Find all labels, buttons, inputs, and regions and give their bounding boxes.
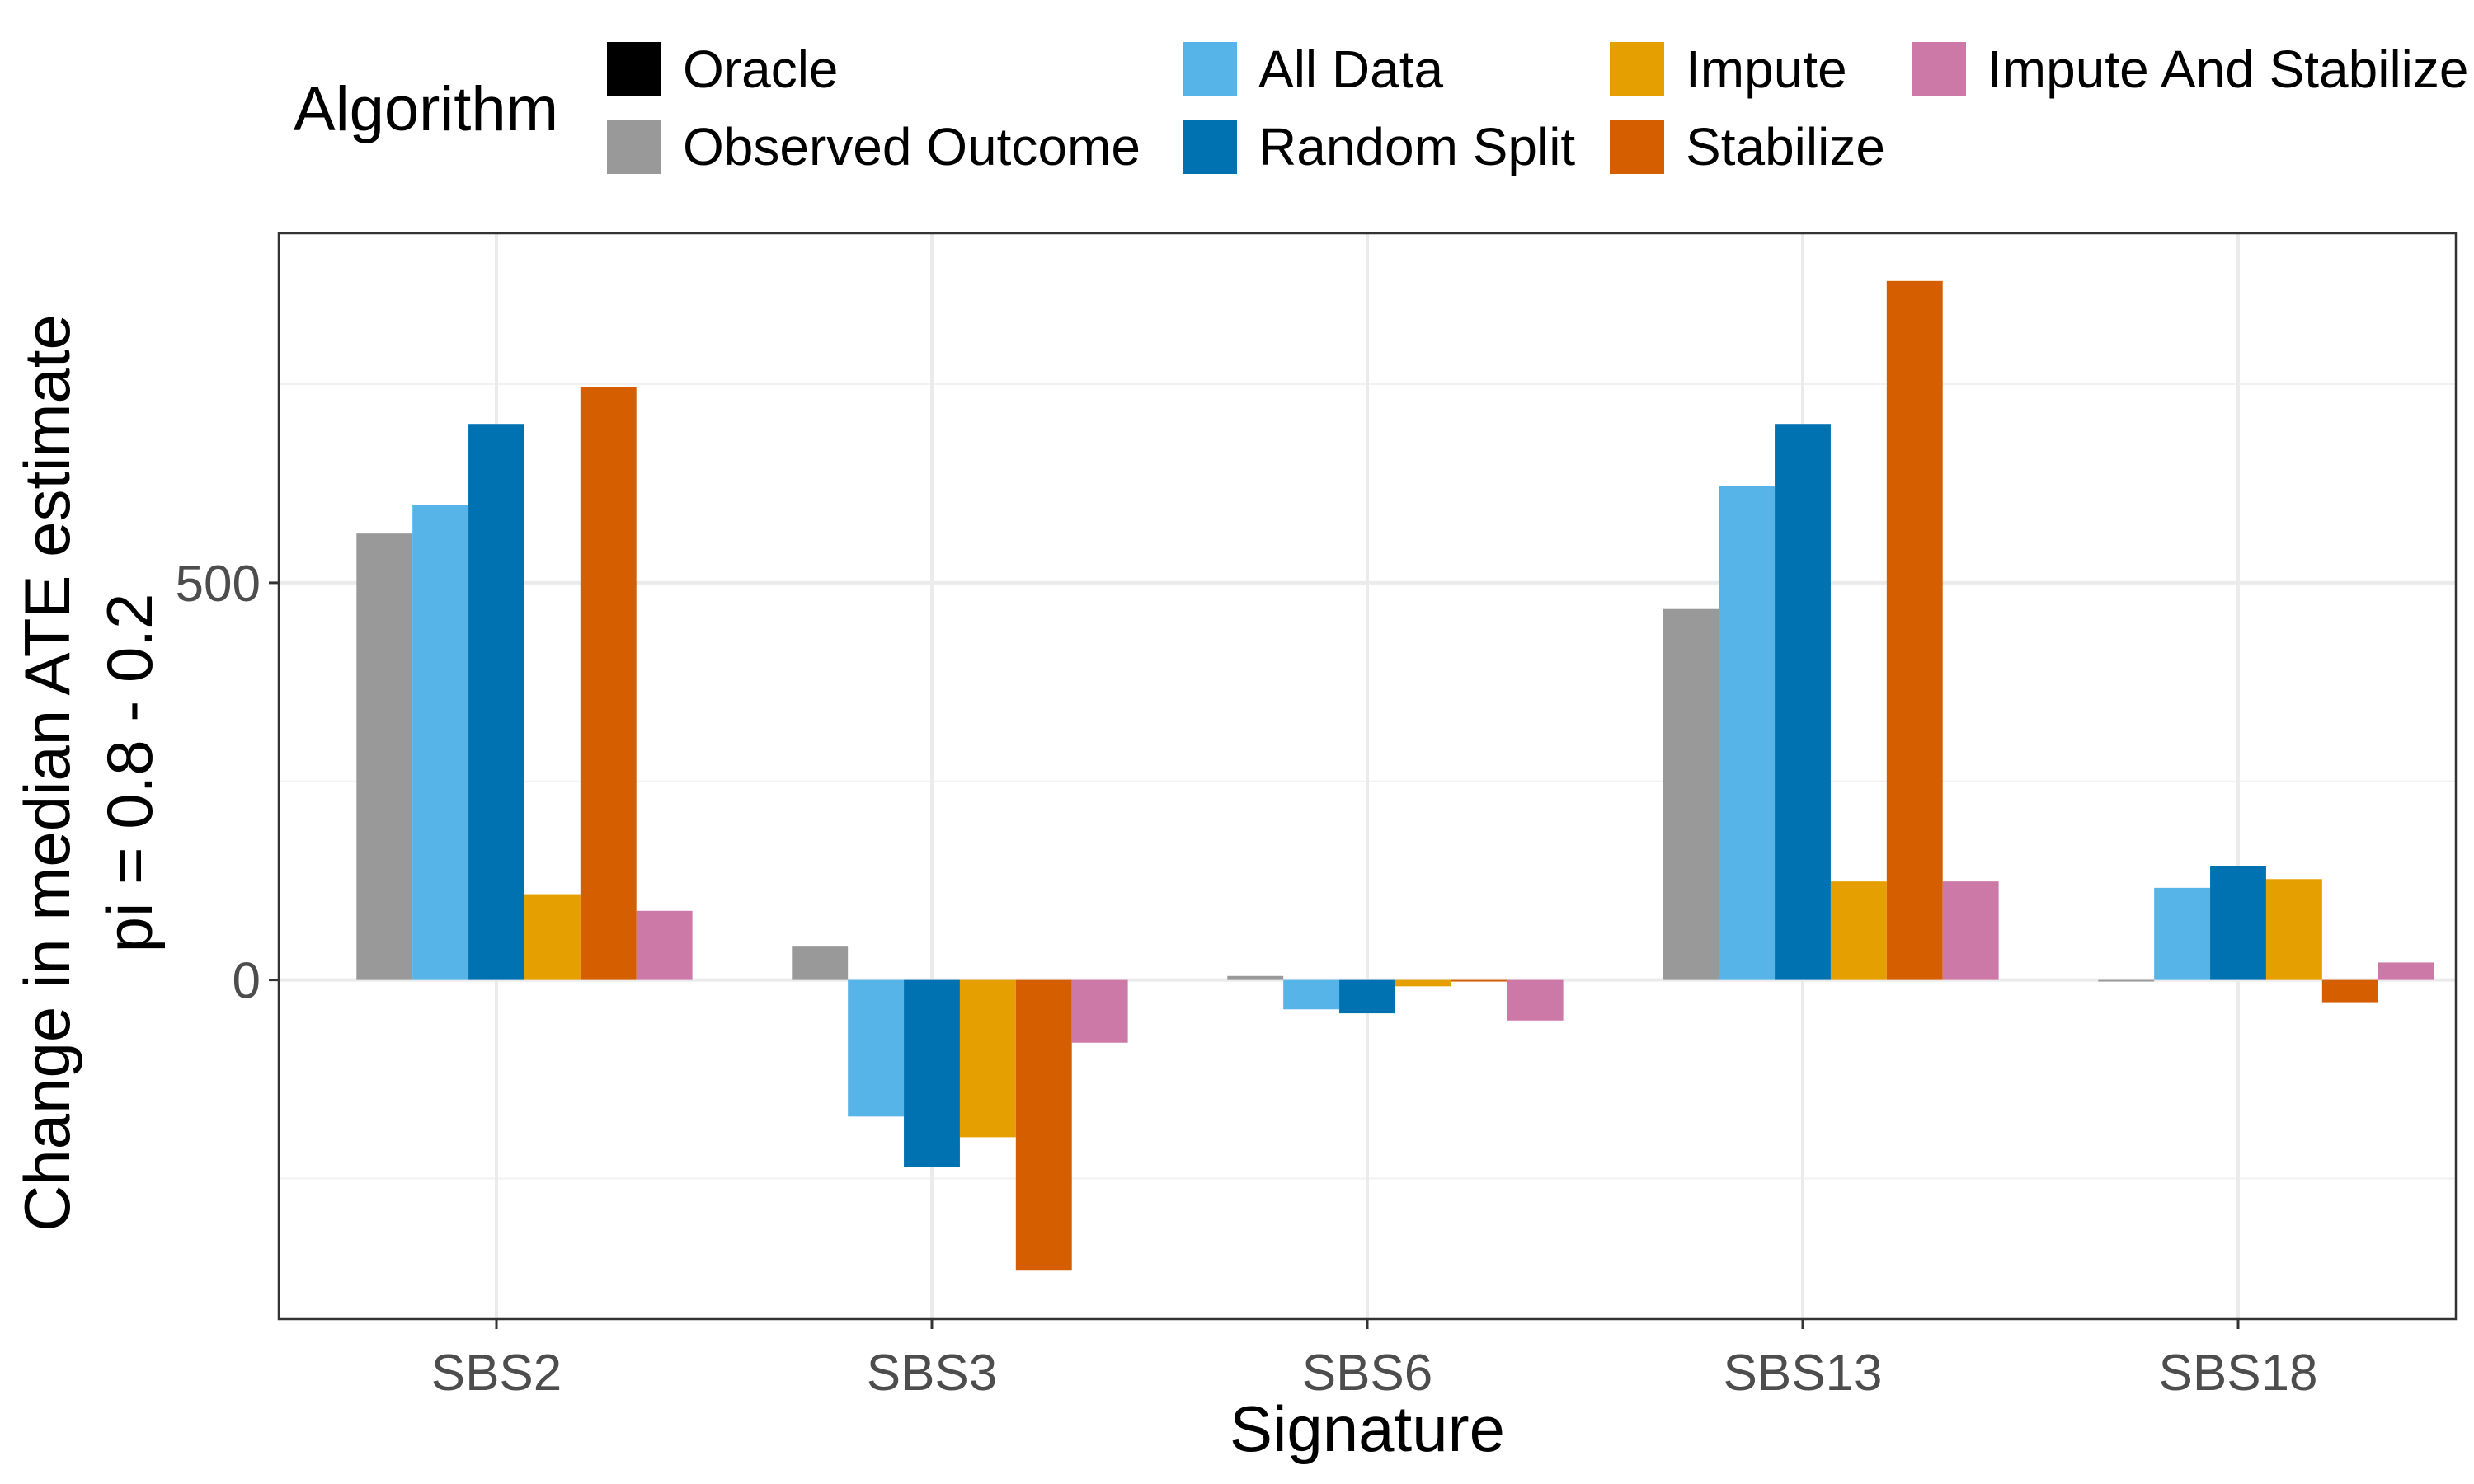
x-tick-label: SBS3 bbox=[867, 1345, 998, 1402]
y-tick-label: 500 bbox=[176, 556, 261, 613]
legend-swatch-random-split bbox=[1183, 120, 1237, 174]
bar-all-data-sbs13 bbox=[1719, 486, 1776, 980]
legend-swatch-oracle bbox=[607, 42, 661, 96]
x-tick-label: SBS2 bbox=[431, 1345, 562, 1402]
legend-label: Random Split bbox=[1258, 117, 1576, 176]
bar-impute-and-stabilize-sbs18 bbox=[2378, 962, 2434, 980]
bar-impute-and-stabilize-sbs6 bbox=[1507, 979, 1564, 1021]
bar-random-split-sbs2 bbox=[468, 424, 524, 980]
y-tick-label: 0 bbox=[233, 953, 261, 1010]
bar-impute-sbs13 bbox=[1830, 881, 1887, 980]
legend-title: Algorithm bbox=[294, 74, 558, 144]
legend-item-impute-and-stabilize: Impute And Stabilize bbox=[1912, 36, 2468, 102]
bar-observed-outcome-sbs3 bbox=[792, 946, 849, 980]
y-axis-title: Change in median ATE estimate pi = 0.8 - … bbox=[11, 314, 166, 1232]
legend-swatch-stabilize bbox=[1610, 120, 1664, 174]
bar-all-data-sbs6 bbox=[1283, 979, 1340, 1010]
x-tick-label: SBS18 bbox=[2158, 1345, 2317, 1402]
bar-impute-sbs18 bbox=[2265, 879, 2322, 980]
legend-item-stabilize: Stabilize bbox=[1610, 114, 1885, 180]
legend-swatch-observed-outcome bbox=[607, 120, 661, 174]
bar-stabilize-sbs18 bbox=[2321, 979, 2378, 1003]
bar-all-data-sbs18 bbox=[2154, 887, 2211, 980]
bar-observed-outcome-sbs2 bbox=[356, 533, 413, 980]
bar-impute-and-stabilize-sbs2 bbox=[636, 910, 693, 980]
legend-swatch-all-data bbox=[1183, 42, 1237, 96]
bar-observed-outcome-sbs13 bbox=[1663, 608, 1719, 980]
bar-impute-and-stabilize-sbs13 bbox=[1942, 881, 1999, 980]
x-tick-label: SBS6 bbox=[1302, 1345, 1433, 1402]
legend-label: Impute And Stabilize bbox=[1987, 40, 2469, 99]
legend-item-observed-outcome: Observed Outcome bbox=[607, 114, 1141, 180]
bar-impute-sbs6 bbox=[1395, 979, 1451, 987]
legend-item-oracle: Oracle bbox=[607, 36, 839, 102]
legend-label: Oracle bbox=[683, 40, 839, 99]
y-axis-title-line: Change in median ATE estimate bbox=[11, 314, 83, 1232]
bar-impute-and-stabilize-sbs3 bbox=[1071, 979, 1128, 1043]
x-axis-title: Signature bbox=[1230, 1392, 1505, 1465]
bar-random-split-sbs18 bbox=[2210, 866, 2266, 980]
bar-random-split-sbs13 bbox=[1775, 424, 1831, 980]
bar-all-data-sbs2 bbox=[412, 505, 469, 980]
bar-random-split-sbs6 bbox=[1339, 979, 1395, 1014]
legend-item-all-data: All Data bbox=[1183, 36, 1443, 102]
bar-stabilize-sbs3 bbox=[1015, 979, 1072, 1271]
legend-item-impute: Impute bbox=[1610, 36, 1847, 102]
legend-label: Stabilize bbox=[1686, 117, 1885, 176]
bar-impute-sbs3 bbox=[959, 979, 1016, 1138]
bar-observed-outcome-sbs18 bbox=[2098, 979, 2155, 982]
bar-observed-outcome-sbs6 bbox=[1227, 975, 1284, 980]
bar-stabilize-sbs6 bbox=[1451, 979, 1507, 982]
bar-stabilize-sbs2 bbox=[580, 387, 637, 980]
bar-random-split-sbs3 bbox=[904, 979, 960, 1167]
legend: Algorithm Oracle Observed Outcome All Da… bbox=[294, 25, 2471, 190]
y-axis-title-line: pi = 0.8 - 0.2 bbox=[93, 594, 166, 953]
legend-label: Observed Outcome bbox=[683, 117, 1141, 176]
bar-all-data-sbs3 bbox=[848, 979, 905, 1117]
bar-stabilize-sbs13 bbox=[1886, 280, 1943, 980]
legend-label: All Data bbox=[1258, 40, 1444, 99]
legend-swatch-impute bbox=[1610, 42, 1664, 96]
bar-impute-sbs2 bbox=[524, 894, 581, 980]
legend-swatch-impute-and-stabilize bbox=[1912, 42, 1966, 96]
legend-item-random-split: Random Split bbox=[1183, 114, 1575, 180]
x-tick-label: SBS13 bbox=[1723, 1345, 1882, 1402]
legend-label: Impute bbox=[1686, 40, 1847, 99]
